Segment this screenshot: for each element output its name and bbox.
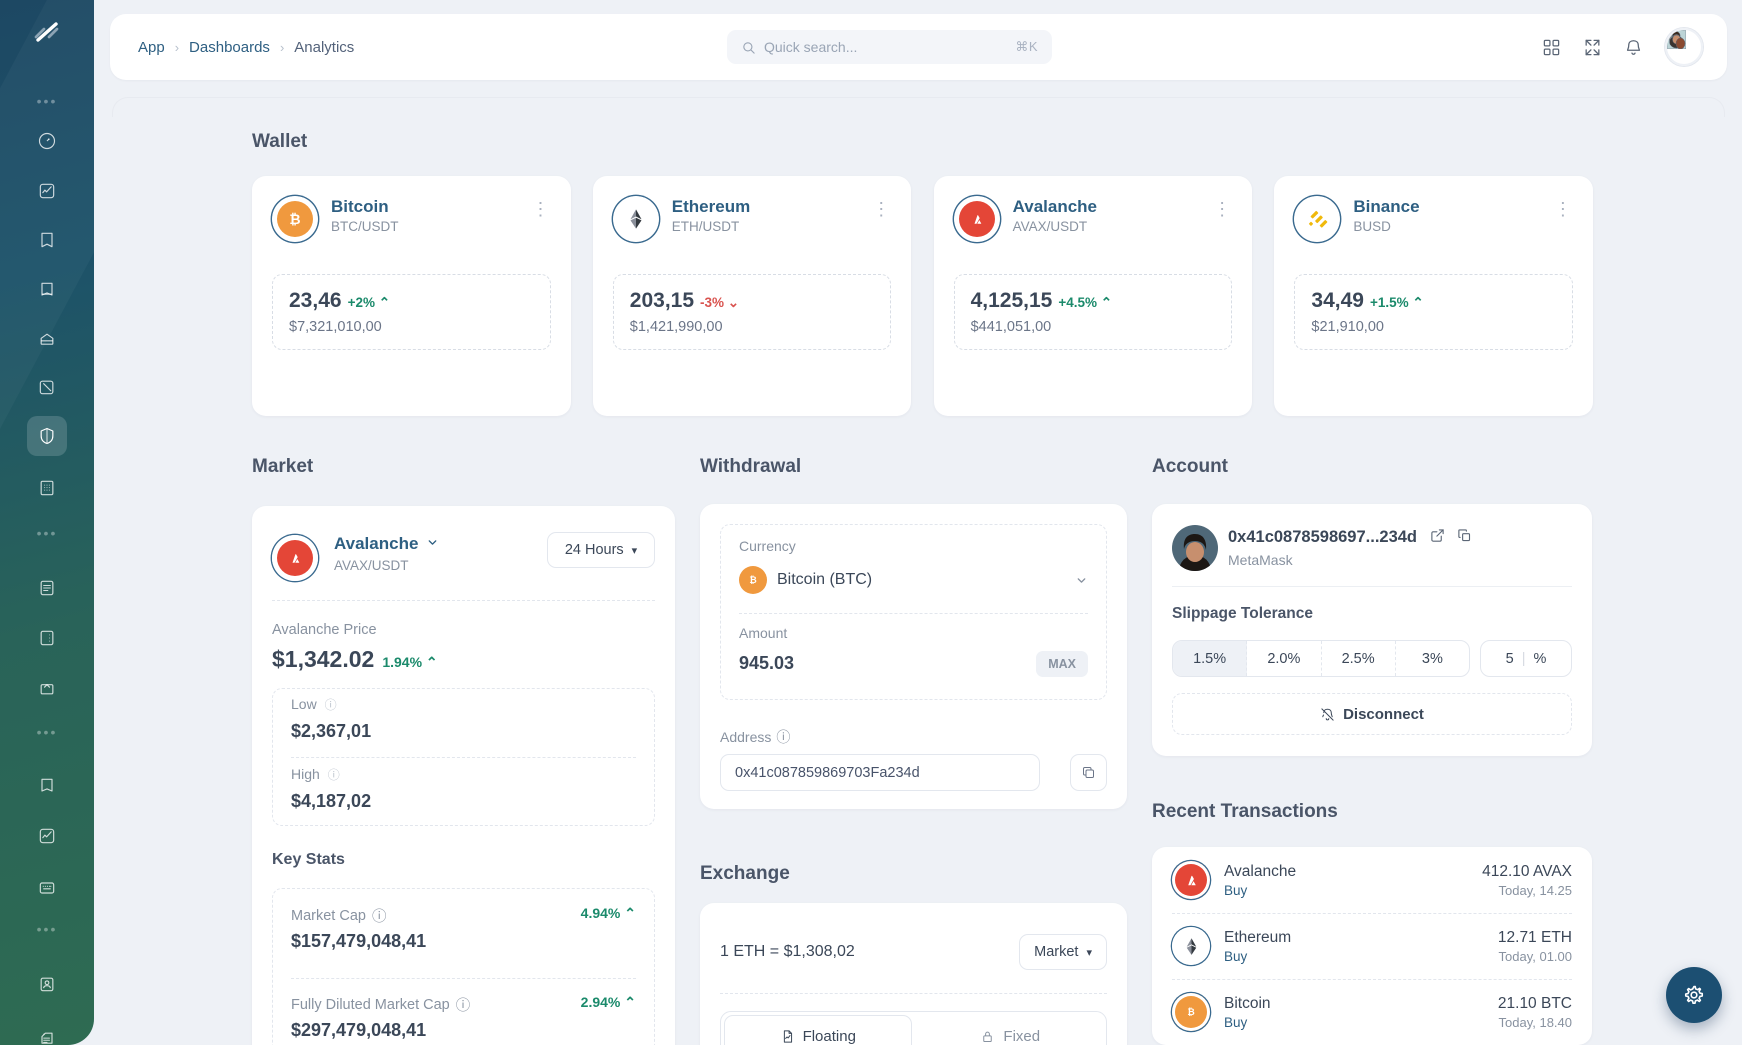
svg-text:₿: ₿ xyxy=(1187,1007,1194,1017)
svg-text:₿: ₿ xyxy=(749,575,756,585)
